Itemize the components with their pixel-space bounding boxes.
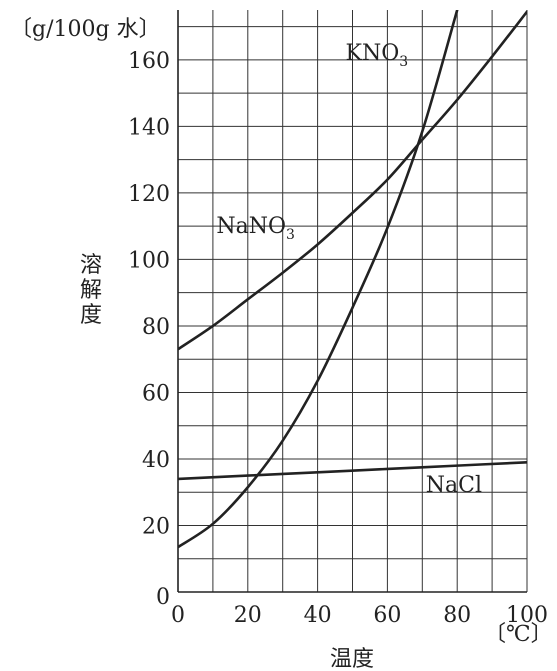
y-tick-label-60: 60 bbox=[142, 381, 170, 406]
series-line-2 bbox=[178, 461, 527, 481]
series-labels: KNO3 NaNO3 NaCl bbox=[216, 41, 482, 498]
y-tick-label-0: 0 bbox=[156, 585, 170, 610]
x-tick-label-60: 60 bbox=[373, 603, 401, 628]
series-label-1: NaNO3 bbox=[216, 214, 295, 243]
x-axis-title: 温度 bbox=[330, 647, 374, 671]
y-tick-label-160: 160 bbox=[128, 49, 170, 74]
axes bbox=[177, 10, 527, 593]
y-tick-label-140: 140 bbox=[128, 115, 170, 140]
grid bbox=[178, 10, 528, 592]
x-tick-label-20: 20 bbox=[234, 603, 262, 628]
x-tick-label-100: 100 bbox=[506, 603, 548, 628]
series-label-0: KNO3 bbox=[346, 41, 409, 70]
y-tick-label-80: 80 bbox=[142, 315, 170, 340]
y-unit-label: 〔g/100g 水〕 bbox=[10, 17, 161, 42]
y-tick-label-120: 120 bbox=[128, 182, 170, 207]
y-tick-label-40: 40 bbox=[142, 448, 170, 473]
series-line-1 bbox=[178, 10, 527, 351]
x-tick-label-40: 40 bbox=[304, 603, 332, 628]
series-label-2: NaCl bbox=[426, 473, 482, 498]
x-unit-label: 〔℃〕 bbox=[484, 622, 553, 647]
x-tick-label-0: 0 bbox=[171, 603, 185, 628]
series-line-0 bbox=[178, 10, 459, 549]
curves bbox=[178, 10, 527, 549]
y-axis-title: 溶解度 bbox=[80, 253, 102, 328]
y-tick-label-20: 20 bbox=[142, 514, 170, 539]
x-tick-label-80: 80 bbox=[443, 603, 471, 628]
y-tick-label-100: 100 bbox=[128, 248, 170, 273]
tick-labels: 0 20 40 60 80 100 20 40 60 80 100 120 140 160 0 bbox=[128, 49, 548, 628]
